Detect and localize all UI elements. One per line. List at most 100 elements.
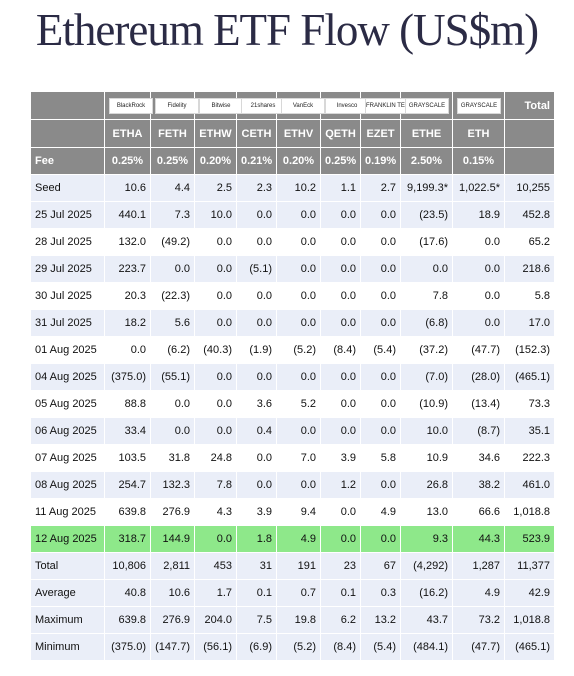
total-cell: 73.3 [504, 390, 555, 418]
flow-cell: 0.0 [452, 228, 505, 256]
flow-cell: 0.0 [360, 228, 401, 256]
21shares-logo: 21shares [241, 97, 285, 114]
flow-cell: (375.0) [104, 633, 151, 661]
table-row: 31 Jul 2025 18.2 5.6 0.0 0.0 0.0 0.0 0.0 (6.8) 0.… [30, 309, 555, 337]
flow-cell: 223.7 [104, 255, 151, 283]
flow-cell: 67 [360, 552, 401, 580]
flow-cell: 1,022.5* [452, 174, 505, 202]
total-cell: 11,377 [504, 552, 555, 580]
flow-cell: 23 [320, 552, 361, 580]
flow-cell: 3.9 [236, 498, 277, 526]
vaneck-logo: VanEck [281, 97, 325, 114]
franklin-templeton-logo: FRANKLIN TEMPLETON [365, 97, 409, 114]
flow-cell: 0.0 [360, 309, 401, 337]
flow-cell: 0.0 [150, 417, 195, 445]
invesco-logo: Invesco [325, 97, 369, 114]
flow-cell: 2.7 [360, 174, 401, 202]
flow-cell: (47.7) [452, 336, 505, 364]
flow-cell: 7.5 [236, 606, 277, 634]
total-cell: (152.3) [504, 336, 555, 364]
flow-cell: 0.0 [360, 201, 401, 229]
flow-cell: (8.7) [452, 417, 505, 445]
flow-cell: 33.4 [104, 417, 151, 445]
bitwise-logo: Bitwise [199, 97, 243, 114]
fee-cell: 0.25% [320, 147, 361, 175]
flow-cell: 0.0 [194, 255, 237, 283]
flow-cell: 1,287 [452, 552, 505, 580]
table-row: 01 Aug 2025 0.0 (6.2) (40.3) (1.9) (5.2) (8.4)… [30, 336, 555, 364]
flow-cell: 204.0 [194, 606, 237, 634]
ticker-etha: ETHA [104, 119, 151, 148]
flow-cell: 40.8 [104, 579, 151, 607]
table-row: 12 Aug 2025 318.7 144.9 0.0 1.8 4.9 0.0 0.0 9.3 4… [30, 525, 555, 553]
table-row: 28 Jul 2025 132.0 (49.2) 0.0 0.0 0.0 0.0 0.0 (17… [30, 228, 555, 256]
flow-cell: 144.9 [150, 525, 195, 553]
flow-cell: 0.0 [236, 471, 277, 499]
fee-cell: 0.25% [150, 147, 195, 175]
ticker-qeth: QETH [320, 119, 361, 148]
flow-cell: (5.2) [276, 336, 321, 364]
flow-cell: 0.0 [320, 363, 361, 391]
flow-cell: (47.7) [452, 633, 505, 661]
summary-row: Maximum 639.8 276.9 204.0 7.5 19.8 6.2 13.2 43.7… [30, 606, 555, 634]
flow-cell: 276.9 [150, 606, 195, 634]
flow-cell: 0.0 [360, 525, 401, 553]
table-row: 08 Aug 2025 254.7 132.3 7.8 0.0 0.0 1.2 0.0 26.8… [30, 471, 555, 499]
ticker-feth: FETH [150, 119, 195, 148]
flow-cell: 0.0 [360, 363, 401, 391]
flow-cell: 10.0 [400, 417, 453, 445]
flow-cell: 0.0 [320, 228, 361, 256]
flow-cell: 0.0 [320, 255, 361, 283]
flow-cell: 7.0 [276, 444, 321, 472]
row-label: 29 Jul 2025 [30, 255, 105, 283]
flow-cell: (28.0) [452, 363, 505, 391]
flow-cell: (5.4) [360, 633, 401, 661]
flow-cell: (37.2) [400, 336, 453, 364]
flow-cell: 10.0 [194, 201, 237, 229]
summary-row: Total 10,806 2,811 453 31 191 23 67 (4,292) 1,287… [30, 552, 555, 580]
table-row: 07 Aug 2025 103.5 31.8 24.8 0.0 7.0 3.9 5.8 10.9… [30, 444, 555, 472]
flow-cell: 0.0 [194, 309, 237, 337]
flow-cell: 6.2 [320, 606, 361, 634]
flow-cell: 254.7 [104, 471, 151, 499]
flow-cell: 0.0 [276, 363, 321, 391]
flow-cell: 0.0 [276, 255, 321, 283]
row-label: 01 Aug 2025 [30, 336, 105, 364]
ticker-ethw: ETHW [194, 119, 237, 148]
flow-cell: 7.3 [150, 201, 195, 229]
flow-cell: 19.8 [276, 606, 321, 634]
flow-cell: 0.0 [194, 417, 237, 445]
flow-cell: (4,292) [400, 552, 453, 580]
total-cell: 523.9 [504, 525, 555, 553]
flow-cell: (13.4) [452, 390, 505, 418]
total-cell: (465.1) [504, 363, 555, 391]
flow-cell: 44.3 [452, 525, 505, 553]
flow-cell: (147.7) [150, 633, 195, 661]
flow-cell: 73.2 [452, 606, 505, 634]
total-cell: 42.9 [504, 579, 555, 607]
flow-cell: (375.0) [104, 363, 151, 391]
flow-cell: 0.0 [236, 228, 277, 256]
flow-cell: (8.4) [320, 336, 361, 364]
flow-cell: (16.2) [400, 579, 453, 607]
flow-cell: 2.3 [236, 174, 277, 202]
table-row: 30 Jul 2025 20.3 (22.3) 0.0 0.0 0.0 0.0 0.0 7.8 0… [30, 282, 555, 310]
flow-cell: 0.0 [360, 390, 401, 418]
summary-rows: Total 10,806 2,811 453 31 191 23 67 (4,292) 1,287… [30, 552, 555, 661]
flow-cell: 0.0 [194, 363, 237, 391]
flow-cell: 0.3 [360, 579, 401, 607]
flow-cell: 10.6 [104, 174, 151, 202]
flow-cell: 31 [236, 552, 277, 580]
row-label: 11 Aug 2025 [30, 498, 105, 526]
corner-cell [30, 91, 105, 120]
row-label: 05 Aug 2025 [30, 390, 105, 418]
flow-cell: 7.8 [194, 471, 237, 499]
row-label: Minimum [30, 633, 105, 661]
table-row: 25 Jul 2025 440.1 7.3 10.0 0.0 0.0 0.0 0.0 (23.5… [30, 201, 555, 229]
total-cell: (465.1) [504, 633, 555, 661]
flow-cell: (40.3) [194, 336, 237, 364]
flow-cell: 0.0 [320, 309, 361, 337]
flow-cell: 132.0 [104, 228, 151, 256]
table-row: 11 Aug 2025 639.8 276.9 4.3 3.9 9.4 0.0 4.9 13.0… [30, 498, 555, 526]
row-label: 06 Aug 2025 [30, 417, 105, 445]
